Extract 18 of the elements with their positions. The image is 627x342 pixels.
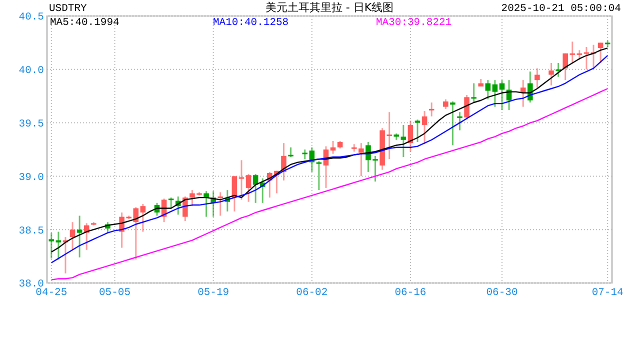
- x-tick-label: 05-19: [198, 287, 230, 299]
- text: USDTRY: [49, 3, 88, 15]
- x-tick-label: 06-16: [394, 287, 426, 299]
- y-tick-label: 38.5: [18, 225, 44, 238]
- text: MA5:40.1994: [50, 17, 120, 29]
- chart-title: 美元土耳其里拉 - 日K线图: [265, 1, 394, 14]
- x-tick-label: 07-14: [592, 287, 624, 299]
- y-tick-label: 39.5: [18, 118, 44, 130]
- x-tick-label: 06-30: [486, 287, 518, 299]
- text: 2025-10-21 05:00:04: [501, 3, 621, 15]
- text: MA30:39.8221: [376, 17, 452, 29]
- y-tick-label: 40.0: [18, 65, 44, 78]
- x-tick-label: 05-05: [99, 287, 131, 299]
- x-tick-label: 06-02: [296, 287, 328, 299]
- line-series: [50, 88, 608, 280]
- y-tick-label: 40.5: [18, 12, 44, 24]
- text: MA10:40.1258: [213, 17, 289, 29]
- y-tick-label: 39.0: [18, 172, 44, 184]
